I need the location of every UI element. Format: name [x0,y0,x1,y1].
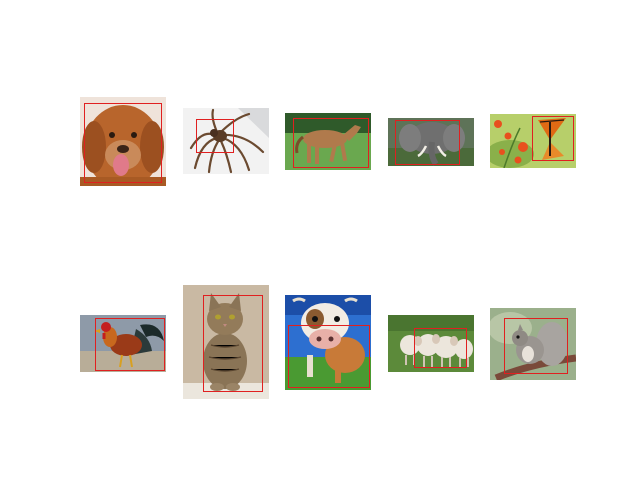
cow-photo [285,295,371,390]
tile-rooster [80,315,166,372]
sheep-photo [388,315,474,372]
tile-spider [183,108,269,174]
tile-cow [285,295,371,390]
tile-cat [183,285,269,399]
tile-horse [285,113,371,170]
spider-photo [183,108,269,174]
tile-sheep [388,315,474,372]
elephant-photo [388,118,474,166]
tile-squirrel [490,308,576,380]
rooster-photo [80,315,166,372]
horse-photo [285,113,371,170]
tile-dog [80,97,166,186]
cat-photo [183,285,269,399]
tile-elephant [388,118,474,166]
dog-photo [80,97,166,186]
tile-butterfly [490,114,576,168]
squirrel-photo [490,308,576,380]
butterfly-photo [490,114,576,168]
